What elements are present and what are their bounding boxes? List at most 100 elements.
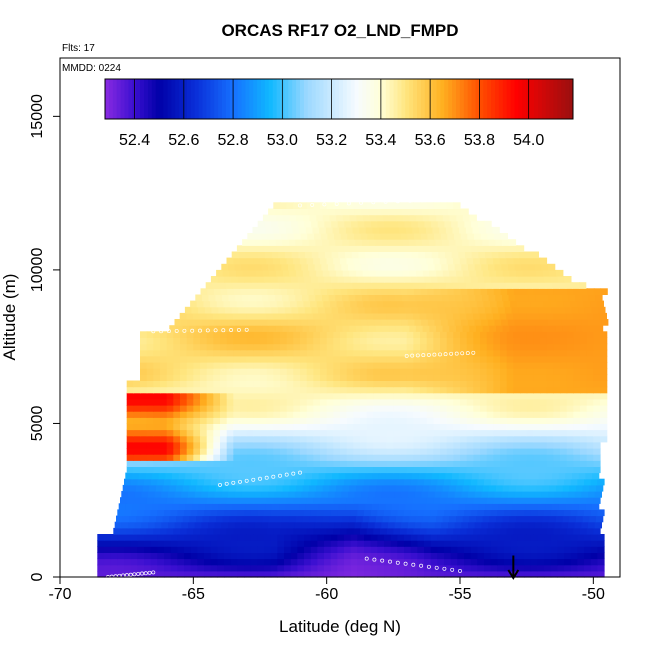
field-cell xyxy=(493,386,501,394)
field-cell xyxy=(545,503,553,510)
field-cell xyxy=(226,362,234,369)
field-cell xyxy=(506,312,514,320)
field-cell xyxy=(308,491,316,498)
field-cell xyxy=(293,312,301,320)
field-cell xyxy=(271,251,279,259)
field-cell xyxy=(597,509,605,517)
field-cell xyxy=(375,325,384,332)
field-cell xyxy=(320,497,328,504)
field-cell xyxy=(414,491,422,498)
field-cell xyxy=(553,386,561,394)
field-cell xyxy=(211,306,219,314)
field-cell xyxy=(304,552,312,560)
colorbar-segment xyxy=(534,79,539,119)
field-cell xyxy=(370,552,378,560)
colorbar-segment xyxy=(417,79,422,119)
field-cell xyxy=(280,355,288,363)
field-cell xyxy=(581,491,589,498)
field-cell xyxy=(418,306,426,314)
field-cell xyxy=(386,392,394,400)
field-cell xyxy=(473,257,481,265)
track-marker xyxy=(278,473,282,478)
field-cell xyxy=(565,282,573,289)
field-cell xyxy=(233,411,241,418)
field-cell xyxy=(506,411,514,418)
field-cell xyxy=(253,448,261,455)
field-cell xyxy=(327,288,335,295)
colorbar-segment xyxy=(413,79,418,119)
field-cell xyxy=(193,454,201,461)
field-cell xyxy=(584,540,592,547)
field-cell xyxy=(586,355,594,363)
field-cell xyxy=(366,362,374,369)
field-cell xyxy=(490,546,498,553)
field-cell xyxy=(399,257,408,265)
field-cell xyxy=(476,484,484,492)
field-cell xyxy=(440,460,448,467)
field-cell xyxy=(245,503,253,510)
field-cell xyxy=(313,466,321,474)
field-cell xyxy=(210,276,219,283)
field-cell xyxy=(306,527,314,535)
field-cell xyxy=(417,509,425,517)
field-cell xyxy=(317,534,325,541)
field-cell xyxy=(220,497,228,504)
field-cell xyxy=(487,319,496,326)
field-cell xyxy=(153,448,161,455)
field-cell xyxy=(153,368,161,375)
field-cell xyxy=(416,269,424,277)
field-cell xyxy=(141,491,149,498)
field-cell xyxy=(497,552,505,560)
data-field xyxy=(97,202,609,578)
field-cell xyxy=(300,374,308,381)
field-cell xyxy=(133,448,141,455)
field-cell xyxy=(400,429,408,437)
field-cell xyxy=(411,220,419,228)
field-cell xyxy=(412,282,420,289)
field-cell xyxy=(197,478,205,486)
field-cell xyxy=(301,263,309,271)
colorbar-segment xyxy=(467,79,473,119)
field-cell xyxy=(205,503,213,510)
field-cell xyxy=(473,441,481,449)
field-cell xyxy=(388,491,396,498)
field-cell xyxy=(186,392,194,400)
colorbar-segment xyxy=(300,79,305,119)
field-cell xyxy=(173,405,181,412)
field-cell xyxy=(184,478,192,486)
field-cell xyxy=(266,454,274,461)
field-cell xyxy=(450,245,458,252)
field-cell xyxy=(362,239,370,246)
field-cell xyxy=(426,368,434,375)
field-cell xyxy=(586,386,594,394)
field-cell xyxy=(386,405,394,412)
field-cell xyxy=(265,251,273,259)
field-cell xyxy=(493,257,501,265)
field-cell xyxy=(593,417,601,424)
field-cell xyxy=(313,454,321,461)
field-cell xyxy=(593,423,601,431)
field-cell xyxy=(280,441,288,449)
field-cell xyxy=(345,282,353,289)
field-cell xyxy=(210,552,218,560)
field-cell xyxy=(433,380,441,388)
field-cell xyxy=(173,374,181,381)
field-cell xyxy=(220,343,228,351)
field-cell xyxy=(493,460,501,467)
field-cell xyxy=(506,368,514,375)
field-cell xyxy=(257,220,265,228)
field-cell xyxy=(180,527,188,535)
field-cell xyxy=(398,306,406,314)
field-cell xyxy=(286,257,294,265)
field-cell xyxy=(180,441,188,449)
field-cell xyxy=(509,484,517,492)
field-cell xyxy=(273,337,281,345)
field-cell xyxy=(400,233,408,240)
field-cell xyxy=(146,429,154,437)
field-cell xyxy=(164,534,172,541)
field-cell xyxy=(537,534,545,541)
field-cell xyxy=(313,288,322,295)
field-cell xyxy=(219,312,227,320)
field-cell xyxy=(180,386,188,394)
field-cell xyxy=(228,521,236,529)
